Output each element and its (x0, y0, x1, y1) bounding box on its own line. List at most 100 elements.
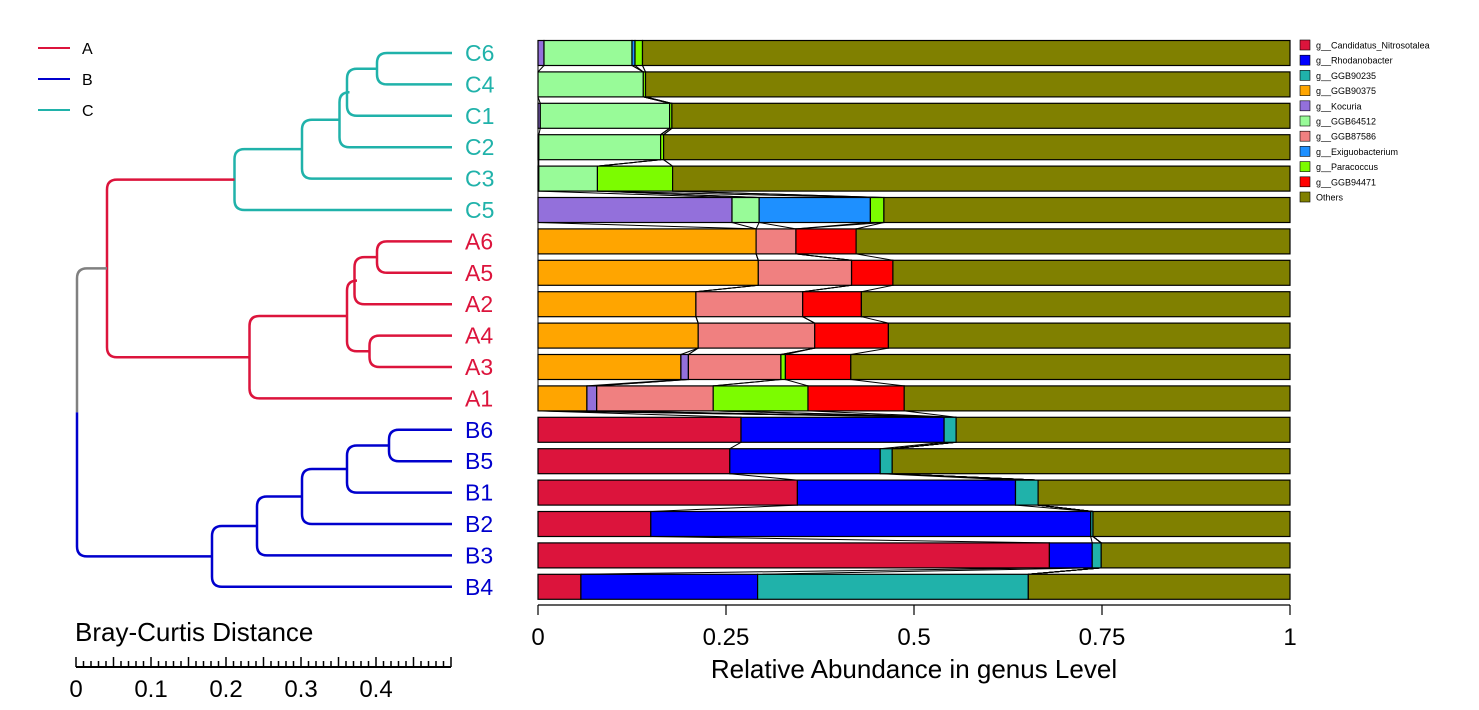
distance-tick-label: 0.4 (359, 676, 392, 703)
legend-label: g__Candidatus_Nitrosotalea (1316, 41, 1430, 51)
bar-segment (1092, 510, 1291, 538)
sample-label: A5 (465, 260, 493, 286)
bar-segment (883, 196, 1291, 224)
sample-label: B3 (465, 542, 493, 568)
bar-segment (903, 385, 1291, 412)
bar-segment (537, 448, 731, 475)
abundance-tick-label: 0.75 (1079, 624, 1126, 651)
bar-connector (759, 222, 796, 230)
bar-segment (756, 573, 1029, 600)
bar-connector (855, 222, 885, 230)
legend-swatch (1299, 100, 1311, 112)
bar-segment (537, 322, 699, 349)
legend-swatch (1299, 39, 1311, 51)
legend-swatch (1299, 70, 1311, 81)
bar-connector (757, 567, 1093, 575)
bar-connector (538, 190, 733, 198)
bar-segment (807, 385, 905, 412)
legend-label: g__Rhodanobacter (1316, 56, 1393, 66)
bar-segment (814, 322, 890, 349)
bar-connector (695, 316, 699, 324)
legend-label: g__GGB64512 (1316, 117, 1376, 127)
legend-swatch (1299, 146, 1311, 157)
dendrogram-branch (300, 467, 452, 526)
bar-segment (537, 385, 588, 412)
sample-label: C1 (465, 103, 494, 129)
sample-label: A2 (465, 291, 493, 317)
bar-connector (731, 222, 757, 230)
distance-tick-label: 0.1 (134, 676, 167, 703)
bar-connector (538, 128, 541, 135)
bar-connector (1092, 536, 1102, 544)
legend-label: Others (1316, 193, 1344, 203)
legend-label: g__GGB90235 (1316, 71, 1376, 81)
bar-segment (650, 510, 1092, 538)
abundance-tick-label: 0.5 (897, 624, 930, 651)
bar-segment (537, 542, 1050, 569)
stacked-bars (537, 39, 1291, 600)
bar-segment (644, 71, 1291, 98)
sample-label: B5 (465, 448, 493, 474)
dendrogram-branch (300, 118, 452, 180)
bar-segment (537, 196, 733, 224)
dendrogram-branch (75, 267, 107, 413)
bar-segment (740, 416, 945, 443)
dendrogram-branch (375, 240, 452, 275)
bar-connector (1015, 504, 1091, 512)
sample-label: C5 (465, 197, 494, 223)
bar-segment (802, 291, 863, 318)
sample-label: B1 (465, 480, 493, 506)
bar-segment (662, 134, 1291, 161)
bar-segment (850, 353, 1291, 381)
bar-segment (537, 71, 644, 98)
bar-connector (537, 65, 545, 73)
dendrogram-branch (345, 444, 452, 494)
dendrogram-branch (345, 67, 452, 118)
bar-segment (543, 39, 633, 67)
bar-segment (891, 448, 1291, 475)
bar-connector (861, 284, 893, 293)
bar-connector (856, 253, 893, 261)
bar-segment (1100, 542, 1291, 569)
bar-connector (695, 284, 759, 293)
dendrogram: C6 C4 C1 C2 C3 C5 A6 A5 A2 A4 A3 A1 B6 B5 B1 B2 B3 B4 (75, 40, 495, 600)
bar-connector (755, 253, 759, 261)
bar-segment (687, 353, 782, 381)
bar-connector (785, 347, 815, 355)
bar-connector (1038, 504, 1094, 512)
bar-segment (1091, 542, 1102, 569)
dendrogram-branch (387, 428, 452, 463)
bar-connector (672, 190, 884, 198)
bar-segment (731, 196, 760, 224)
bar-segment (855, 228, 1291, 255)
bar-connector (713, 379, 781, 387)
bar-connector (729, 441, 742, 450)
bar-connector (688, 347, 699, 355)
bar-connector (880, 441, 945, 450)
group-legend-label: C (82, 103, 94, 120)
bar-segment (796, 479, 1017, 506)
genus-legend: g__Candidatus_Nitrosotalea g__Rhodanobact… (1299, 39, 1430, 203)
bar-connector (643, 96, 670, 104)
sample-label: B4 (465, 574, 493, 600)
bar-connector (892, 441, 957, 450)
abundance-tick-label: 0 (531, 624, 544, 651)
legend-swatch (1299, 176, 1311, 188)
bar-segment (780, 353, 787, 381)
bar-segment (538, 165, 599, 192)
bar-segment (586, 385, 598, 412)
legend-label: g__GGB90375 (1316, 86, 1376, 96)
bar-connector (1090, 536, 1093, 544)
bar-segment (757, 259, 853, 286)
sample-label: A6 (465, 228, 493, 254)
legend-label: g__Exiguobacterium (1316, 147, 1398, 157)
dendrogram-branch (105, 178, 250, 359)
bar-segment (879, 448, 893, 475)
legend-label: g__Paracoccus (1316, 162, 1379, 172)
bar-segment (537, 510, 652, 538)
bar-segment (641, 39, 1291, 67)
bar-segment (580, 573, 759, 600)
sample-label: B2 (465, 511, 493, 537)
bar-connector (892, 473, 1039, 481)
